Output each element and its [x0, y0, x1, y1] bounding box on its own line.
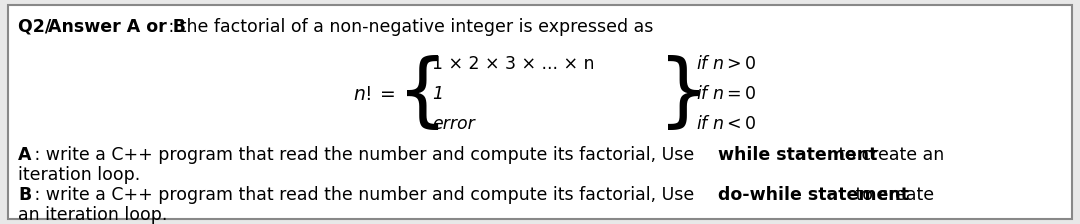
- Text: error: error: [432, 115, 475, 133]
- Text: : the factorial of a non-negative integer is expressed as: : the factorial of a non-negative intege…: [163, 18, 653, 36]
- Text: A: A: [18, 146, 31, 164]
- Text: $if\ n>0$: $if\ n>0$: [696, 55, 757, 73]
- Text: while statement: while statement: [718, 146, 877, 164]
- Text: {: {: [397, 55, 448, 133]
- FancyBboxPatch shape: [8, 5, 1072, 219]
- Text: : write a C++ program that read the number and compute its factorial, Use: : write a C++ program that read the numb…: [29, 186, 700, 204]
- Text: do-while statement: do-while statement: [718, 186, 909, 204]
- Text: to create an: to create an: [833, 146, 944, 164]
- Text: Q2/: Q2/: [18, 18, 57, 36]
- Text: iteration loop.: iteration loop.: [18, 166, 140, 184]
- Text: B: B: [18, 186, 31, 204]
- Text: an iteration loop.: an iteration loop.: [18, 206, 167, 224]
- Text: }: }: [658, 55, 710, 133]
- Text: : write a C++ program that read the number and compute its factorial, Use: : write a C++ program that read the numb…: [29, 146, 700, 164]
- Text: 1 × 2 × 3 × ... × n: 1 × 2 × 3 × ... × n: [432, 55, 594, 73]
- Text: $n! =$: $n! =$: [352, 84, 395, 103]
- Text: 1: 1: [432, 85, 443, 103]
- Text: to create: to create: [850, 186, 934, 204]
- Text: Answer A or B: Answer A or B: [48, 18, 186, 36]
- Text: $if\ n<0$: $if\ n<0$: [696, 115, 757, 133]
- Text: $if\ n=0$: $if\ n=0$: [696, 85, 757, 103]
